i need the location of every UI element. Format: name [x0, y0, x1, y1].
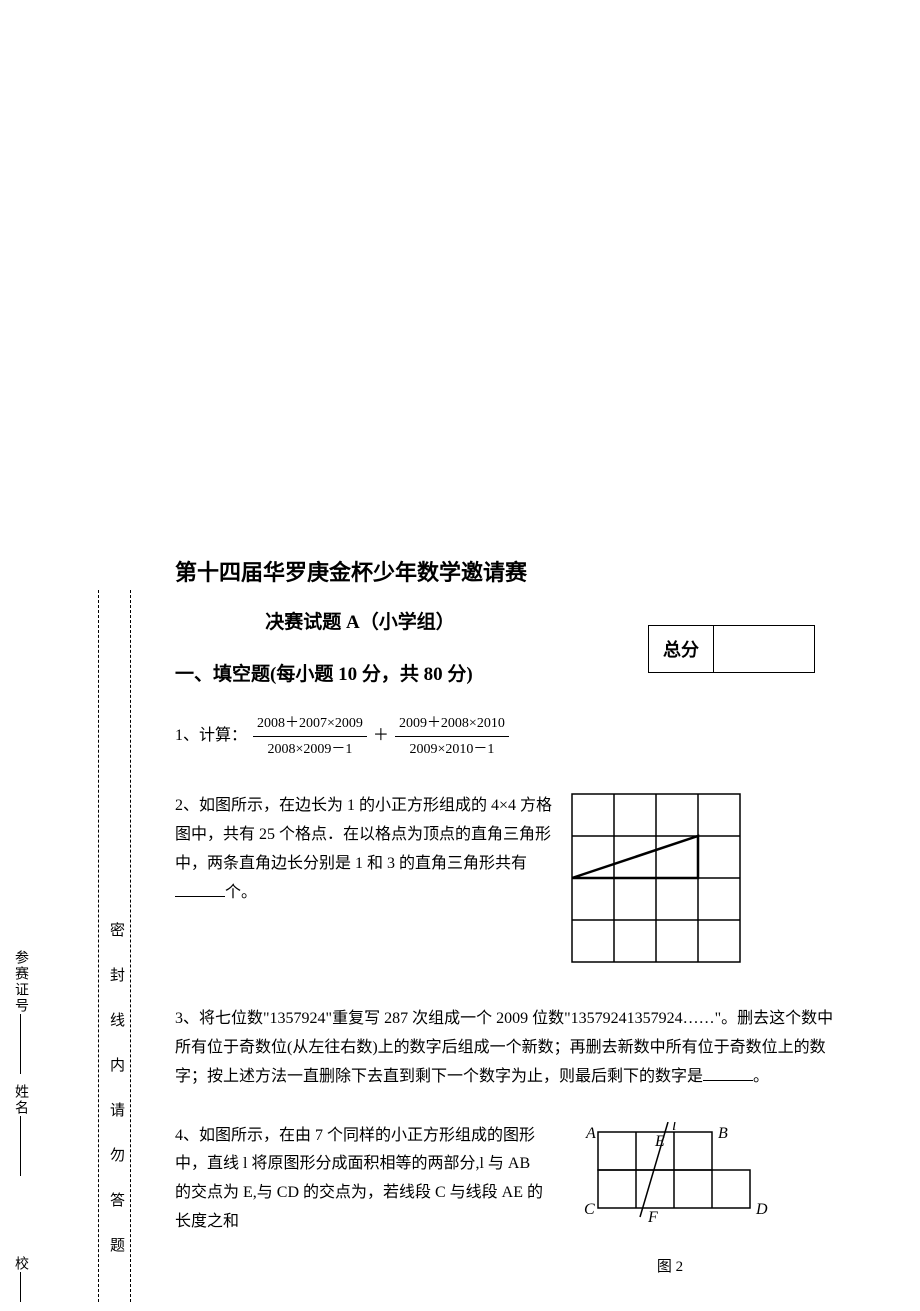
label-E: E — [654, 1133, 665, 1150]
name-line — [20, 1116, 21, 1176]
school-line — [20, 1272, 21, 1302]
question-1: 1、计算： 2008＋2007×2009 2008×2009－1 ＋ 2009＋… — [175, 711, 835, 762]
q3-blank — [703, 1065, 753, 1081]
q1-fraction-1: 2008＋2007×2009 2008×2009－1 — [253, 711, 367, 762]
label-A: A — [585, 1125, 596, 1142]
q3-suffix: 。 — [753, 1068, 769, 1085]
q1-frac2-num: 2009＋2008×2010 — [395, 711, 509, 737]
q2-suffix: 个。 — [225, 884, 257, 901]
seal-dashed-line-2 — [130, 590, 131, 1302]
q4-caption: 图 2 — [560, 1254, 780, 1281]
total-score-box: 总分 — [648, 625, 815, 673]
name-label: 姓名 — [10, 1084, 30, 1116]
exam-id-line — [20, 1014, 21, 1074]
seal-line-text: 密封线内请勿答题 — [106, 922, 127, 1282]
label-F: F — [647, 1209, 658, 1226]
seal-dashed-line-1 — [98, 590, 99, 1302]
question-3: 3、将七位数"1357924"重复写 287 次组成一个 2009 位数"135… — [175, 1005, 835, 1091]
q4-text: 4、如图所示，在由 7 个同样的小正方形组成的图形中，直线 l 将原图形分成面积… — [175, 1127, 543, 1230]
label-l: l — [672, 1122, 677, 1134]
exam-id-label: 参赛证号 — [10, 950, 30, 1014]
label-C: C — [584, 1201, 595, 1218]
q2-blank — [175, 881, 225, 897]
q1-plus: ＋ — [373, 722, 389, 751]
question-2: 2、如图所示，在边长为 1 的小正方形组成的 4×4 方格图中，共有 25 个格… — [175, 792, 835, 975]
q1-frac2-den: 2009×2010－1 — [395, 737, 509, 762]
q1-prefix: 1、计算： — [175, 722, 247, 751]
total-score-value — [714, 626, 814, 672]
label-D: D — [755, 1201, 768, 1218]
school-label: 校 — [10, 1256, 30, 1272]
total-score-label: 总分 — [649, 626, 714, 672]
question-4: 4、如图所示，在由 7 个同样的小正方形组成的图形中，直线 l 将原图形分成面积… — [175, 1122, 835, 1282]
exam-subtitle: 决赛试题 A（小学组） — [175, 607, 545, 634]
exam-margin-info: 参赛证号 姓名 校 — [0, 582, 80, 1302]
margin-col-left: 参赛证号 姓名 校 — [0, 582, 40, 1302]
label-B: B — [718, 1125, 728, 1142]
q1-frac1-den: 2008×2009－1 — [253, 737, 367, 762]
q2-text: 2、如图所示，在边长为 1 的小正方形组成的 4×4 方格图中，共有 25 个格… — [175, 797, 552, 872]
exam-content: 第十四届华罗庚金杯少年数学邀请赛 决赛试题 A（小学组） 总分 一、填空题(每小… — [175, 555, 835, 1311]
q1-fraction-2: 2009＋2008×2010 2009×2010－1 — [395, 711, 509, 762]
exam-title: 第十四届华罗庚金杯少年数学邀请赛 — [175, 555, 835, 587]
q2-figure — [570, 792, 742, 975]
q4-figure: A B C D E F l 图 2 — [560, 1122, 780, 1282]
q1-frac1-num: 2008＋2007×2009 — [253, 711, 367, 737]
